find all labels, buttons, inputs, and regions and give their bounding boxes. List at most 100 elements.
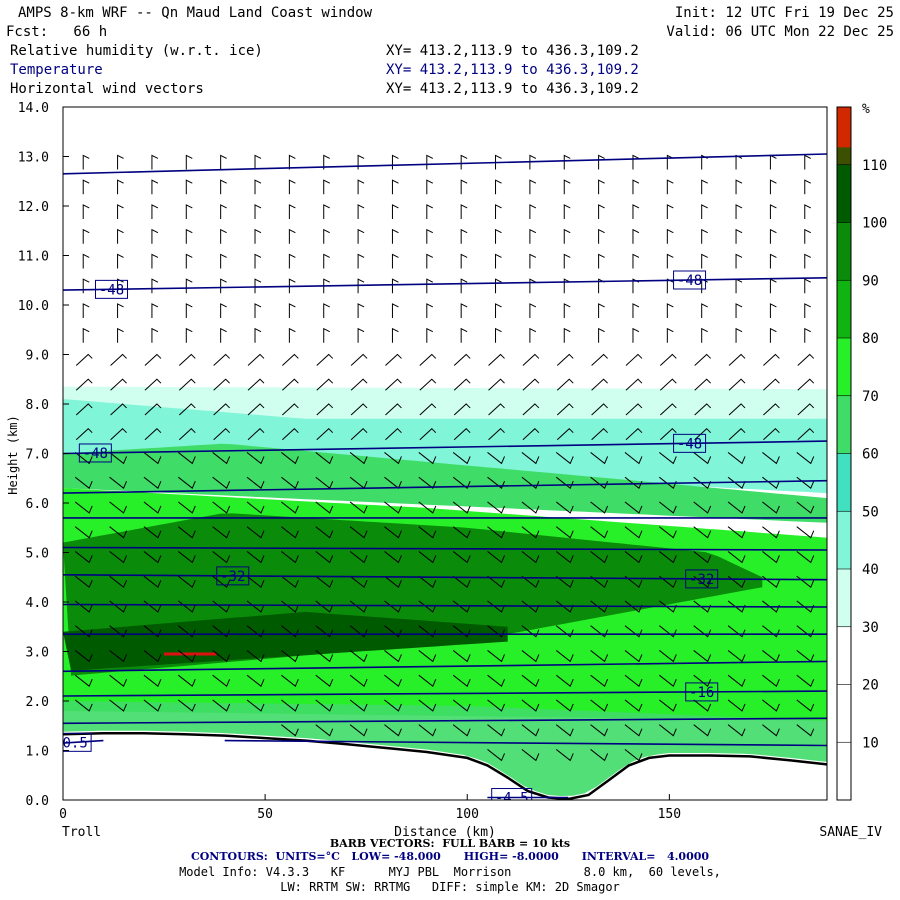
wind-barb xyxy=(666,204,674,219)
wind-barb xyxy=(177,501,196,514)
wind-barb xyxy=(426,204,434,219)
wind-barb xyxy=(384,501,402,514)
rh-layer-lower xyxy=(63,701,827,796)
wind-barb xyxy=(246,526,265,539)
wind-barb xyxy=(151,278,159,294)
wind-barb xyxy=(281,526,299,539)
wind-barb xyxy=(796,674,815,687)
colorbar-box xyxy=(837,742,851,800)
wind-barb xyxy=(521,501,540,514)
wind-barb xyxy=(487,674,505,687)
y-tick-label: 2.0 xyxy=(26,695,49,710)
wind-barb xyxy=(418,501,437,514)
field-name-rh: Relative humidity (w.r.t. ice) xyxy=(10,43,263,59)
wind-barb xyxy=(117,253,124,269)
temperature-contour xyxy=(63,479,827,494)
wind-barb xyxy=(632,327,640,343)
wind-barb xyxy=(419,378,437,391)
wind-barb xyxy=(693,699,712,712)
wind-barb xyxy=(591,378,608,391)
wind-barb xyxy=(487,551,505,564)
wind-barb xyxy=(315,501,334,514)
wind-barb xyxy=(529,228,537,244)
wind-barb xyxy=(701,327,708,343)
wind-barb xyxy=(281,476,299,489)
contour-label: -48 xyxy=(99,282,124,298)
y-tick-label: 0.0 xyxy=(26,794,49,809)
wind-barb xyxy=(659,501,677,514)
wind-barb xyxy=(452,724,471,737)
wind-barb xyxy=(598,303,605,318)
wind-barb xyxy=(728,403,746,416)
wind-barb xyxy=(74,625,93,638)
wind-barb xyxy=(632,154,640,170)
valid-time: Valid: 06 UTC Mon 22 Dec 25 xyxy=(666,24,894,40)
wind-barb xyxy=(281,452,299,465)
wind-barb xyxy=(701,179,708,195)
wind-barb xyxy=(151,179,159,195)
wind-barb xyxy=(282,378,299,391)
wind-barb xyxy=(109,699,128,712)
wind-barb xyxy=(555,526,574,539)
contour-label-box xyxy=(491,788,533,800)
wind-barb xyxy=(735,253,743,269)
wind-barb xyxy=(804,204,811,219)
wind-barb xyxy=(213,403,231,416)
wind-barb xyxy=(521,600,540,613)
wind-barb xyxy=(178,353,196,366)
temperature-contour xyxy=(63,660,827,673)
wind-barb xyxy=(143,526,162,539)
wind-barb xyxy=(74,674,93,687)
wind-barb xyxy=(763,353,780,366)
wind-barb xyxy=(178,403,196,416)
wind-barb xyxy=(590,749,609,762)
right-station-label: SANAE_IV xyxy=(819,825,882,840)
wind-barb xyxy=(349,650,368,663)
wind-barb xyxy=(487,501,505,514)
barb-info: BARB VECTORS: FULL BARB = 10 kts xyxy=(329,837,571,850)
wind-barb xyxy=(418,600,437,613)
wind-barb xyxy=(323,154,330,170)
wind-barb xyxy=(624,650,643,663)
init-time: Init: 12 UTC Fri 19 Dec 25 xyxy=(674,5,894,21)
wind-barb xyxy=(659,428,677,441)
wind-barb xyxy=(212,501,231,514)
y-tick-label: 8.0 xyxy=(26,398,49,413)
wind-barb xyxy=(418,551,437,564)
wind-barb xyxy=(522,378,540,391)
wind-barb xyxy=(220,154,227,170)
wind-barb xyxy=(632,253,640,269)
wind-barb xyxy=(357,154,365,170)
wind-barb xyxy=(246,699,265,712)
wind-barb xyxy=(769,228,777,244)
wind-barb xyxy=(247,353,265,366)
wind-barb xyxy=(495,179,502,195)
wind-barb xyxy=(212,650,231,663)
y-tick-label: 14.0 xyxy=(18,101,49,116)
left-station-label: Troll xyxy=(62,825,101,840)
wind-barb xyxy=(563,253,571,269)
wind-barb xyxy=(349,501,368,514)
field-xy-temperature: XY= 413.2,113.9 to 436.3,109.2 xyxy=(386,62,639,78)
wind-barb xyxy=(728,378,746,391)
wind-barb xyxy=(177,625,196,638)
wind-barb xyxy=(727,476,746,489)
wind-barb xyxy=(315,699,334,712)
wind-barb xyxy=(796,724,815,737)
wind-barb xyxy=(624,575,643,588)
wind-barb xyxy=(590,600,609,613)
wind-barb xyxy=(701,204,708,219)
wind-barb xyxy=(495,253,502,269)
wind-barb xyxy=(556,353,574,366)
wind-barb xyxy=(254,253,262,269)
wind-barb xyxy=(178,428,196,441)
wind-barb xyxy=(151,154,159,170)
wind-barb xyxy=(177,526,196,539)
wind-barb xyxy=(624,600,643,613)
wind-barb xyxy=(315,575,334,588)
wind-barb xyxy=(117,204,124,219)
wind-barb xyxy=(666,327,674,343)
wind-barb xyxy=(315,650,334,663)
wind-barb xyxy=(487,699,505,712)
wind-barb xyxy=(281,625,299,638)
